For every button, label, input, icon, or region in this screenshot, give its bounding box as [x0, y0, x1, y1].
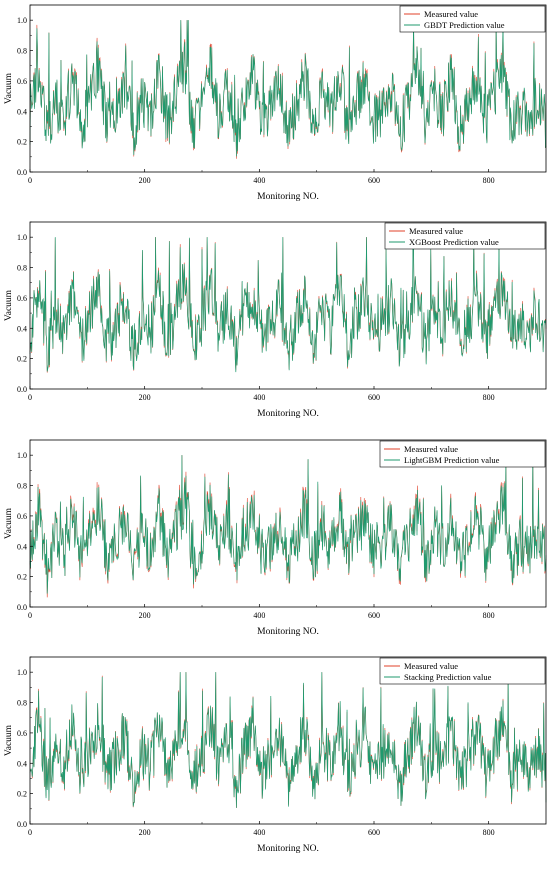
legend-label-predicted: XGBoost Prediction value — [409, 237, 499, 247]
legend-box — [379, 440, 546, 468]
y-tick-label: 0.0 — [17, 168, 27, 177]
y-tick-label: 0.6 — [17, 512, 27, 521]
x-tick-label: 800 — [483, 828, 495, 837]
x-tick-label: 200 — [139, 393, 151, 402]
legend-box — [399, 5, 546, 33]
y-tick-label: 1.0 — [17, 233, 27, 242]
y-tick-label: 0.6 — [17, 77, 27, 86]
legend-label-measured: Measured value — [424, 9, 478, 19]
x-tick-label: 200 — [139, 611, 151, 620]
legend-label-predicted: GBDT Prediction value — [424, 20, 505, 30]
x-tick-label: 400 — [253, 176, 265, 185]
legend-label-measured: Measured value — [404, 444, 458, 454]
y-tick-label: 0.2 — [17, 138, 27, 147]
chart-panel-3: 0.0 0.2 0.4 0.6 0.8 1.0 0 200 400 600 800 Monitorin… — [4, 439, 547, 637]
x-tick-label: 600 — [368, 828, 380, 837]
y-tick-label: 0.8 — [17, 264, 27, 273]
plot-frame — [29, 439, 547, 608]
x-tick-label: 200 — [139, 828, 151, 837]
x-tick-label: 400 — [253, 393, 265, 402]
x-tick-label: 800 — [483, 176, 495, 185]
x-tick-label: 600 — [368, 611, 380, 620]
chart-panel-4: 0.0 0.2 0.4 0.6 0.8 1.0 0 200 400 600 800 Monitorin… — [4, 656, 547, 854]
x-tick-label: 600 — [368, 176, 380, 185]
y-tick-label: 0.2 — [17, 790, 27, 799]
x-tick-label: 800 — [483, 611, 495, 620]
y-tick-label: 1.0 — [17, 451, 27, 460]
y-tick-label: 0.0 — [17, 385, 27, 394]
y-tick-label: 0.4 — [17, 107, 27, 116]
measured-series-line — [29, 237, 547, 373]
legend-label-predicted: LightGBM Prediction value — [404, 455, 500, 465]
y-tick-label: 1.0 — [17, 668, 27, 677]
x-tick-label: 200 — [139, 176, 151, 185]
chart-panel-1: 0.0 0.2 0.4 0.6 0.8 1.0 0 200 400 600 800 Monitorin… — [4, 4, 547, 202]
plot-frame — [29, 4, 547, 173]
y-axis-label: Vacuum — [4, 72, 14, 104]
y-axis-label: Vacuum — [4, 289, 14, 321]
predicted-series-line — [29, 455, 547, 594]
predicted-series-line — [29, 237, 547, 373]
y-tick-label: 0.6 — [17, 729, 27, 738]
y-tick-label: 0.0 — [17, 603, 27, 612]
y-axis-label: Vacuum — [4, 724, 14, 756]
legend-box — [379, 657, 546, 685]
x-axis-label: Monitoring NO. — [257, 627, 319, 637]
legend-label-measured: Measured value — [409, 226, 463, 236]
y-tick-label: 0.4 — [17, 324, 27, 333]
predicted-series-line — [29, 672, 547, 808]
y-tick-label: 0.4 — [17, 542, 27, 551]
x-tick-label: 0 — [28, 393, 32, 402]
plot-frame — [29, 221, 547, 390]
x-tick-label: 400 — [253, 828, 265, 837]
x-axis-label: Monitoring NO. — [257, 192, 319, 202]
predicted-series-line — [29, 20, 547, 157]
legend-label-predicted: Stacking Prediction value — [404, 672, 492, 682]
x-tick-label: 0 — [28, 176, 32, 185]
chart-panel-2: 0.0 0.2 0.4 0.6 0.8 1.0 0 200 400 600 800 Monitorin… — [4, 221, 547, 419]
legend-label-measured: Measured value — [404, 661, 458, 671]
y-tick-label: 0.2 — [17, 355, 27, 364]
x-tick-label: 0 — [28, 611, 32, 620]
y-tick-label: 0.2 — [17, 573, 27, 582]
plot-frame — [29, 656, 547, 825]
x-axis-label: Monitoring NO. — [257, 844, 319, 854]
x-tick-label: 0 — [28, 828, 32, 837]
y-tick-label: 0.4 — [17, 759, 27, 768]
legend-box — [384, 222, 546, 250]
x-tick-label: 800 — [483, 393, 495, 402]
y-axis-label: Vacuum — [4, 507, 14, 539]
y-tick-label: 0.8 — [17, 699, 27, 708]
x-axis-label: Monitoring NO. — [257, 409, 319, 419]
y-tick-label: 0.0 — [17, 820, 27, 829]
y-tick-label: 0.6 — [17, 294, 27, 303]
y-tick-label: 1.0 — [17, 16, 27, 25]
y-tick-label: 0.8 — [17, 47, 27, 56]
x-tick-label: 400 — [253, 611, 265, 620]
y-tick-label: 0.8 — [17, 482, 27, 491]
x-tick-label: 600 — [368, 393, 380, 402]
